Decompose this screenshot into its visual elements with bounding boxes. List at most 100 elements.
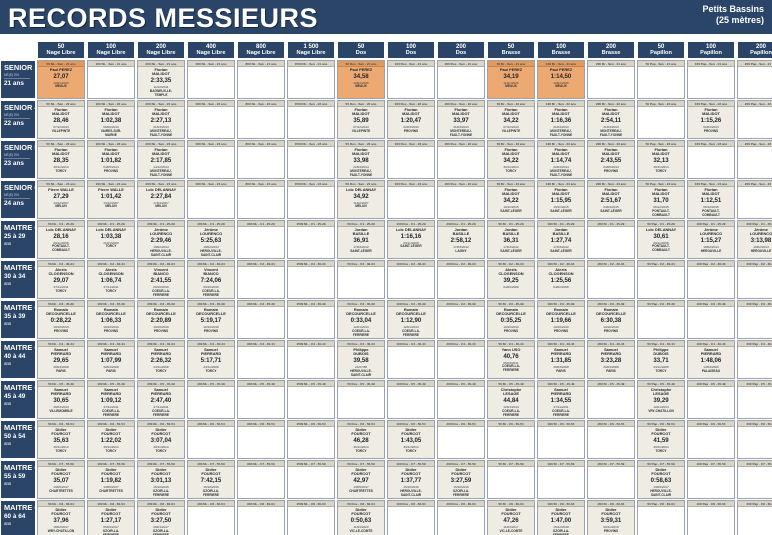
record-cell[interactable]: 200 Br - C3 - 35-39 Romain DECOURCELLE 6:3… [587, 300, 635, 339]
record-cell[interactable]: 50 NL - C7 - 55-59 Didier FOURCOT 35,07 13/… [37, 460, 85, 499]
record-cell[interactable]: 50 NL - Sen - 22 ans Florian MALIDOT 28,46… [37, 100, 85, 139]
record-cell[interactable]: 400 NL - C2 - 30-34 Vincent BIANCO 7:24,06… [187, 260, 235, 299]
record-cell[interactable]: 800 NL - Sen - 24 ans [237, 180, 285, 219]
record-cell[interactable]: 200 Dos - Sen - 21 ans [437, 60, 485, 99]
record-cell[interactable]: 50 Dos - Sen - 22 ans Florian MALIDOT 35,8… [337, 100, 385, 139]
record-cell[interactable]: 200 Dos - C2 - 30-34 [437, 260, 485, 299]
record-cell[interactable]: 200 Pap - C4 - 40-44 [737, 340, 772, 379]
record-cell[interactable]: 100 Br - Sen - 23 ans Florian MALIDOT 1:14… [537, 140, 585, 179]
record-cell[interactable]: 1500 NL - Sen - 22 ans [287, 100, 335, 139]
record-cell[interactable]: 800 NL - C5 - 45-49 [237, 380, 285, 419]
record-cell[interactable]: 100 Br - C7 - 55-59 [537, 460, 585, 499]
record-cell[interactable]: 100 NL - C5 - 45-49 Samuel PIERRARD 1:09,1… [87, 380, 135, 419]
record-cell[interactable]: 100 Br - C8 - 60-64 Didier FOURCOT 1:47,00… [537, 500, 585, 535]
record-cell[interactable]: 1500 NL - C6 - 50-54 [287, 420, 335, 459]
record-cell[interactable]: 100 Br - C2 - 30-34 Alexis CLOGENSON 1:25,… [537, 260, 585, 299]
record-cell[interactable]: 100 Br - C1 - 25-29 Jordan BASILLE 1:27,74… [537, 220, 585, 259]
record-cell[interactable]: 50 Br - Sen - 24 ans Florian MALIDOT 34,22… [487, 180, 535, 219]
record-cell[interactable]: 400 NL - C6 - 50-54 [187, 420, 235, 459]
record-cell[interactable]: 50 NL - Sen - 24 ans Pierre WALLE 27,29 13/… [37, 180, 85, 219]
record-cell[interactable]: 50 Dos - Sen - 21 ans Paul PEREZ 34,58 10/0… [337, 60, 385, 99]
record-cell[interactable]: 50 Dos - C7 - 55-59 Didier FOURCOT 42,97 13… [337, 460, 385, 499]
record-cell[interactable]: 100 Dos - C6 - 50-54 Didier FOURCOT 1:43,0… [387, 420, 435, 459]
record-cell[interactable]: 200 Pap - C7 - 55-59 [737, 460, 772, 499]
record-cell[interactable]: 400 NL - C4 - 40-44 Samuel PIERRARD 5:17,7… [187, 340, 235, 379]
record-cell[interactable]: 50 Br - C7 - 55-59 [487, 460, 535, 499]
record-cell[interactable]: 100 NL - C1 - 25-29 Loïc DELANNAY 1:03,38 2… [87, 220, 135, 259]
record-cell[interactable]: 200 Dos - Sen - 23 ans [437, 140, 485, 179]
record-cell[interactable]: 100 Pap - Sen - 23 ans [687, 140, 735, 179]
record-cell[interactable]: 50 Br - Sen - 23 ans Florian MALIDOT 34,22… [487, 140, 535, 179]
record-cell[interactable]: 50 Br - C1 - 25-29 Jordan BASILLE 36,31 17/… [487, 220, 535, 259]
record-cell[interactable]: 200 NL - C6 - 50-54 Didier FOURCOT 3:07,04… [137, 420, 185, 459]
record-cell[interactable]: 50 NL - C6 - 50-54 Didier FOURCOT 35,63 30/… [37, 420, 85, 459]
record-cell[interactable]: 1500 NL - C2 - 30-34 [287, 260, 335, 299]
record-cell[interactable]: 100 Dos - C1 - 25-29 Loïc DELANNAY 1:16,16… [387, 220, 435, 259]
record-cell[interactable]: 100 NL - C3 - 35-39 Romain DECOURCELLE 1:0… [87, 300, 135, 339]
record-cell[interactable]: 200 Dos - C4 - 40-44 [437, 340, 485, 379]
record-cell[interactable]: 50 Dos - C4 - 40-44 Philippe DUBOIS 39,58 2… [337, 340, 385, 379]
record-cell[interactable]: 100 Dos - Sen - 21 ans [387, 60, 435, 99]
record-cell[interactable]: 50 Br - C6 - 50-54 [487, 420, 535, 459]
record-cell[interactable]: 200 Br - Sen - 22 ans Florian MALIDOT 2:54… [587, 100, 635, 139]
record-cell[interactable]: 200 NL - C4 - 40-44 Samuel PIERRARD 2:26,3… [137, 340, 185, 379]
record-cell[interactable]: 200 Pap - C6 - 50-54 [737, 420, 772, 459]
record-cell[interactable]: 400 NL - Sen - 21 ans [187, 60, 235, 99]
record-cell[interactable]: 100 NL - Sen - 22 ans Florian MALIDOT 1:02… [87, 100, 135, 139]
record-cell[interactable]: 400 NL - Sen - 24 ans [187, 180, 235, 219]
record-cell[interactable]: 400 NL - C1 - 25-29 Jérôme LOURENCO 5:25,6… [187, 220, 235, 259]
record-cell[interactable]: 200 NL - C7 - 55-59 Didier FOURCOT 3:01,13… [137, 460, 185, 499]
record-cell[interactable]: 200 Dos - C8 - 60-64 [437, 500, 485, 535]
record-cell[interactable]: 50 Br - C4 - 40-44 Yann USO 40,76 05/03/201… [487, 340, 535, 379]
record-cell[interactable]: 50 Br - C2 - 30-34 Alexis CLOGENSON 39,25 0… [487, 260, 535, 299]
record-cell[interactable]: 200 NL - C2 - 30-34 Vincent BIANCO 2:41,55… [137, 260, 185, 299]
record-cell[interactable]: 50 Pap - Sen - 22 ans [637, 100, 685, 139]
record-cell[interactable]: 200 Br - Sen - 21 ans [587, 60, 635, 99]
record-cell[interactable]: 800 NL - C2 - 30-34 [237, 260, 285, 299]
record-cell[interactable]: 800 NL - C4 - 40-44 [237, 340, 285, 379]
record-cell[interactable]: 200 NL - C3 - 35-39 Romain DECOURCELLE 2:2… [137, 300, 185, 339]
record-cell[interactable]: 50 Pap - Sen - 21 ans [637, 60, 685, 99]
record-cell[interactable]: 200 Br - C8 - 60-64 Didier FOURCOT 3:59,31… [587, 500, 635, 535]
record-cell[interactable]: 400 NL - C3 - 35-39 Romain DECOURCELLE 5:1… [187, 300, 235, 339]
record-cell[interactable]: 200 Dos - C3 - 35-39 [437, 300, 485, 339]
record-cell[interactable]: 200 Dos - C6 - 50-54 [437, 420, 485, 459]
record-cell[interactable]: 100 Pap - C2 - 30-34 [687, 260, 735, 299]
record-cell[interactable]: 50 Dos - C1 - 25-29 Jordan BASILLE 36,91 17… [337, 220, 385, 259]
record-cell[interactable]: 100 Pap - C3 - 35-39 [687, 300, 735, 339]
record-cell[interactable]: 100 Dos - C4 - 40-44 [387, 340, 435, 379]
record-cell[interactable]: 100 Br - C4 - 40-44 Samuel PIERRARD 1:31,8… [537, 340, 585, 379]
record-cell[interactable]: 200 Pap - C5 - 45-49 [737, 380, 772, 419]
record-cell[interactable]: 50 Pap - Sen - 23 ans Florian MALIDOT 32,1… [637, 140, 685, 179]
record-cell[interactable]: 100 NL - Sen - 24 ans Pierre WALLE 1:01,42… [87, 180, 135, 219]
record-cell[interactable]: 100 Br - Sen - 22 ans Florian MALIDOT 1:16… [537, 100, 585, 139]
record-cell[interactable]: 400 NL - C7 - 55-59 Didier FOURCOT 7:42,15… [187, 460, 235, 499]
record-cell[interactable]: 100 NL - Sen - 23 ans Florian MALIDOT 1:01… [87, 140, 135, 179]
record-cell[interactable]: 200 Dos - C1 - 25-29 Jordan BASILLE 2:58,1… [437, 220, 485, 259]
record-cell[interactable]: 50 Dos - Sen - 24 ans Loïc DELANNAY 34,92 1… [337, 180, 385, 219]
record-cell[interactable]: 200 NL - Sen - 24 ans Loïc DELANNAY 2:27,8… [137, 180, 185, 219]
record-cell[interactable]: 100 Dos - C3 - 35-39 Romain DECOURCELLE 1:… [387, 300, 435, 339]
record-cell[interactable]: 200 NL - C8 - 60-64 Didier FOURCOT 3:27,50… [137, 500, 185, 535]
record-cell[interactable]: 1500 NL - Sen - 21 ans [287, 60, 335, 99]
record-cell[interactable]: 1500 NL - C4 - 40-44 [287, 340, 335, 379]
record-cell[interactable]: 200 NL - C1 - 25-29 Jérôme LOURENCO 2:29,4… [137, 220, 185, 259]
record-cell[interactable]: 200 NL - C5 - 45-49 Samuel PIERRARD 2:47,4… [137, 380, 185, 419]
record-cell[interactable]: 50 Pap - Sen - 24 ans Florian MALIDOT 31,7… [637, 180, 685, 219]
record-cell[interactable]: 200 Pap - C8 - 60-64 [737, 500, 772, 535]
record-cell[interactable]: 100 Dos - Sen - 23 ans [387, 140, 435, 179]
record-cell[interactable]: 200 Br - C4 - 40-44 Samuel PIERRARD 3:23,2… [587, 340, 635, 379]
record-cell[interactable]: 200 NL - Sen - 22 ans Florian MALIDOT 2:27… [137, 100, 185, 139]
record-cell[interactable]: 200 Dos - C5 - 45-49 [437, 380, 485, 419]
record-cell[interactable]: 200 Br - Sen - 24 ans Florian MALIDOT 2:51… [587, 180, 635, 219]
record-cell[interactable]: 200 Pap - C2 - 30-34 [737, 260, 772, 299]
record-cell[interactable]: 100 Br - Sen - 21 ans Paul PEREZ 1:14,50 10… [537, 60, 585, 99]
record-cell[interactable]: 100 NL - C4 - 40-44 Samuel PIERRARD 1:07,9… [87, 340, 135, 379]
record-cell[interactable]: 50 Pap - C4 - 40-44 Philippe DUBOIS 33,71 2… [637, 340, 685, 379]
record-cell[interactable]: 100 Pap - Sen - 21 ans [687, 60, 735, 99]
record-cell[interactable]: 200 Pap - Sen - 21 ans [737, 60, 772, 99]
record-cell[interactable]: 1500 NL - Sen - 24 ans [287, 180, 335, 219]
record-cell[interactable]: 50 Pap - C7 - 55-59 Didier FOURCOT 0:58,63… [637, 460, 685, 499]
record-cell[interactable]: 50 Pap - C3 - 35-39 [637, 300, 685, 339]
record-cell[interactable]: 50 NL - C8 - 60-64 Didier FOURCOT 37,96 18/… [37, 500, 85, 535]
